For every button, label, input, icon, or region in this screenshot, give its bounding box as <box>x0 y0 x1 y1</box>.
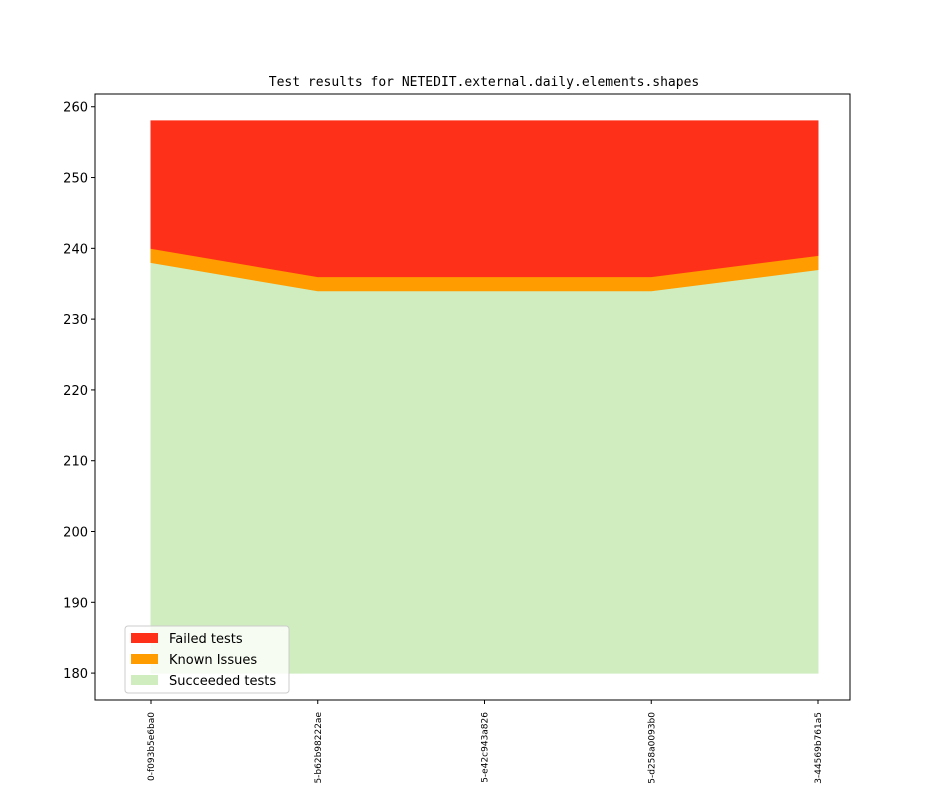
y-tick-label: 240 <box>63 242 88 257</box>
legend-box <box>124 625 290 694</box>
y-tick-label: 190 <box>63 596 88 611</box>
x-tick-label: 3-44569b761a5 <box>814 712 824 784</box>
legend-swatch <box>131 675 158 685</box>
y-tick-label: 210 <box>63 455 88 470</box>
legend-label: Failed tests <box>169 632 243 647</box>
y-tick-label: 220 <box>63 384 88 399</box>
y-tick-label: 250 <box>63 172 88 187</box>
legend-label: Succeeded tests <box>169 674 276 689</box>
x-tick-label: 5-b62b98222ae <box>314 712 324 784</box>
area <box>150 261 819 674</box>
area <box>150 120 819 278</box>
y-tick-label: 180 <box>63 667 88 682</box>
legend: Failed tests Known Issues Succeeded tests <box>124 625 290 694</box>
x-tick-label: 0-f093b5e6ba0 <box>147 712 157 781</box>
legend-label: Known Issues <box>169 653 257 668</box>
x-tick-label: 5-d258a0093b0 <box>647 712 657 784</box>
legend-swatch <box>131 654 158 664</box>
chart-title: Test results for NETEDIT.external.daily.… <box>269 75 699 90</box>
y-tick-label: 230 <box>63 313 88 328</box>
x-tick-label: 5-e42c943a826 <box>481 712 491 783</box>
y-tick-label: 200 <box>63 526 88 541</box>
plot-frame <box>94 93 851 701</box>
y-tick-label: 260 <box>63 101 88 116</box>
legend-swatch <box>131 633 158 643</box>
